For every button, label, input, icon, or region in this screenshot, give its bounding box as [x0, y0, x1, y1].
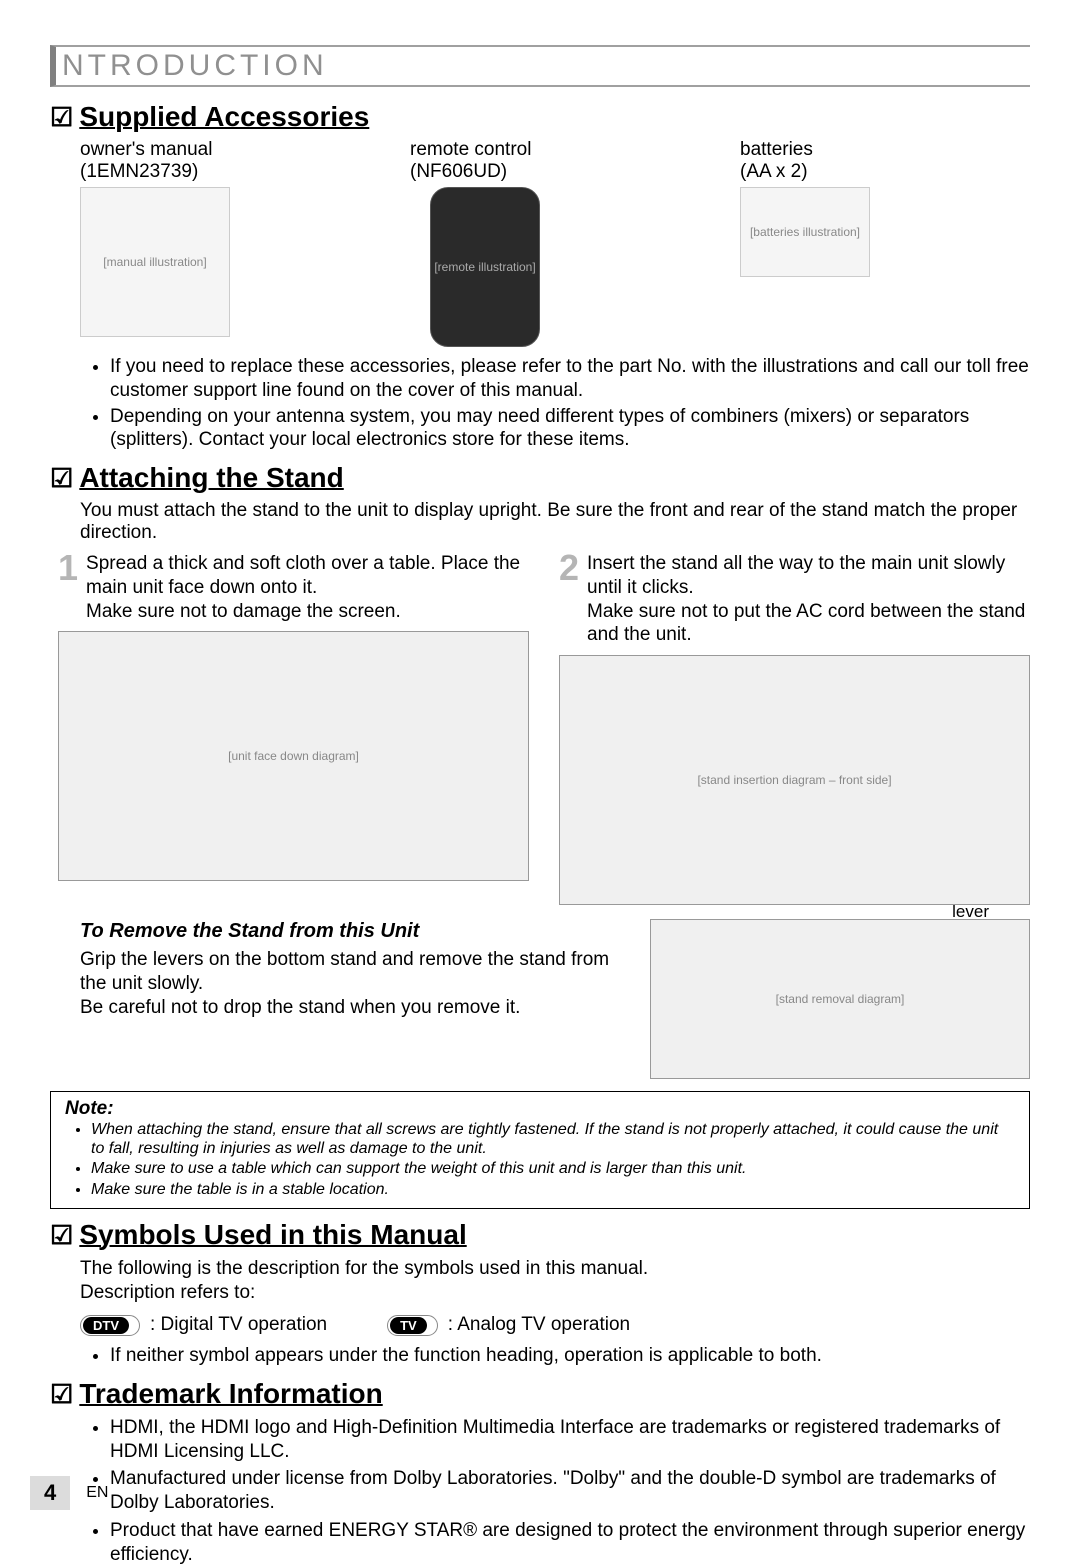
- tv-badge: TV: [387, 1315, 438, 1336]
- batteries-illustration: [batteries illustration]: [740, 187, 870, 277]
- section-header-text: NTRODUCTION: [62, 49, 328, 83]
- step-number: 1: [58, 552, 78, 623]
- note-item: Make sure the table is in a stable locat…: [91, 1180, 1015, 1199]
- step-text-line: Make sure not to damage the screen.: [86, 600, 529, 624]
- heading-text: Supplied Accessories: [79, 101, 369, 133]
- heading-text: Symbols Used in this Manual: [79, 1219, 466, 1251]
- trademark-list: HDMI, the HDMI logo and High-Definition …: [50, 1416, 1030, 1566]
- page-language: EN: [86, 1484, 108, 1502]
- symbols-row: DTV : Digital TV operation TV : Analog T…: [50, 1314, 1030, 1336]
- steps-row: 1 Spread a thick and soft cloth over a t…: [50, 552, 1030, 905]
- remove-diagram-placeholder: [stand removal diagram]: [776, 992, 905, 1006]
- section-header-band: NTRODUCTION: [50, 45, 1030, 87]
- bullet-item: Depending on your antenna system, you ma…: [110, 405, 1030, 453]
- remove-stand-text: To Remove the Stand from this Unit Grip …: [80, 919, 620, 1019]
- accessory-manual: owner's manual (1EMN23739) [manual illus…: [80, 139, 370, 347]
- heading-supplied-accessories: ☑ Supplied Accessories: [50, 101, 1030, 133]
- dtv-badge-label: DTV: [83, 1317, 129, 1334]
- heading-attaching-stand: ☑ Attaching the Stand: [50, 462, 1030, 494]
- step-text-line: Spread a thick and soft cloth over a tab…: [86, 552, 529, 600]
- dtv-desc: : Digital TV operation: [150, 1314, 327, 1336]
- checkbox-icon: ☑: [50, 1381, 73, 1407]
- symbols-intro: The following is the description for the…: [50, 1257, 1030, 1306]
- tv-badge-label: TV: [390, 1317, 427, 1334]
- manual-illustration: [manual illustration]: [80, 187, 230, 337]
- symbols-intro-line: Description refers to:: [80, 1281, 1030, 1306]
- checkbox-icon: ☑: [50, 104, 73, 130]
- step-1: 1 Spread a thick and soft cloth over a t…: [58, 552, 529, 905]
- tv-desc: : Analog TV operation: [448, 1314, 630, 1336]
- accessory-partno: (AA x 2): [740, 161, 1030, 183]
- lever-label: lever: [952, 902, 989, 922]
- note-item: When attaching the stand, ensure that al…: [91, 1120, 1015, 1158]
- accessory-remote: remote control (NF606UD) [remote illustr…: [410, 139, 700, 347]
- note-box: Note: When attaching the stand, ensure t…: [50, 1091, 1030, 1209]
- heading-trademark: ☑ Trademark Information: [50, 1378, 1030, 1410]
- dtv-badge: DTV: [80, 1315, 140, 1336]
- bullet-item: If you need to replace these accessories…: [110, 355, 1030, 403]
- note-item: Make sure to use a table which can suppo…: [91, 1159, 1015, 1178]
- accessory-partno: (NF606UD): [410, 161, 700, 183]
- accessory-label: batteries: [740, 139, 1030, 161]
- step-text-line: Insert the stand all the way to the main…: [587, 552, 1030, 600]
- step-1-diagram: [unit face down diagram]: [58, 631, 529, 881]
- heading-text: Trademark Information: [79, 1378, 382, 1410]
- symbols-bullets: If neither symbol appears under the func…: [50, 1344, 1030, 1368]
- symbols-intro-line: The following is the description for the…: [80, 1257, 1030, 1282]
- remove-heading: To Remove the Stand from this Unit: [80, 919, 620, 944]
- note-heading: Note:: [65, 1098, 1015, 1120]
- page-footer: 4 EN: [30, 1476, 108, 1510]
- supplied-bullets: If you need to replace these accessories…: [50, 355, 1030, 452]
- step-number: 2: [559, 552, 579, 647]
- accessory-label: remote control: [410, 139, 700, 161]
- step-text-line: Make sure not to put the AC cord between…: [587, 600, 1030, 648]
- remove-line: Be careful not to drop the stand when yo…: [80, 996, 620, 1020]
- remote-illustration: [remote illustration]: [430, 187, 540, 347]
- accessory-batteries: batteries (AA x 2) [batteries illustrati…: [740, 139, 1030, 347]
- remove-line: Grip the levers on the bottom stand and …: [80, 948, 620, 996]
- trademark-item: Manufactured under license from Dolby La…: [110, 1467, 1030, 1515]
- checkbox-icon: ☑: [50, 1222, 73, 1248]
- accessories-row: owner's manual (1EMN23739) [manual illus…: [50, 139, 1030, 347]
- remove-diagram: lever [stand removal diagram]: [650, 919, 1030, 1079]
- remove-stand-row: To Remove the Stand from this Unit Grip …: [50, 919, 1030, 1079]
- checkbox-icon: ☑: [50, 465, 73, 491]
- step-2-diagram: [stand insertion diagram – front side]: [559, 655, 1030, 905]
- accessory-partno: (1EMN23739): [80, 161, 370, 183]
- bullet-item: If neither symbol appears under the func…: [110, 1344, 1030, 1368]
- heading-symbols: ☑ Symbols Used in this Manual: [50, 1219, 1030, 1251]
- trademark-item: HDMI, the HDMI logo and High-Definition …: [110, 1416, 1030, 1464]
- page-number: 4: [30, 1476, 70, 1510]
- heading-text: Attaching the Stand: [79, 462, 343, 494]
- attach-intro: You must attach the stand to the unit to…: [50, 500, 1030, 544]
- step-2: 2 Insert the stand all the way to the ma…: [559, 552, 1030, 905]
- accessory-label: owner's manual: [80, 139, 370, 161]
- note-list: When attaching the stand, ensure that al…: [65, 1120, 1015, 1199]
